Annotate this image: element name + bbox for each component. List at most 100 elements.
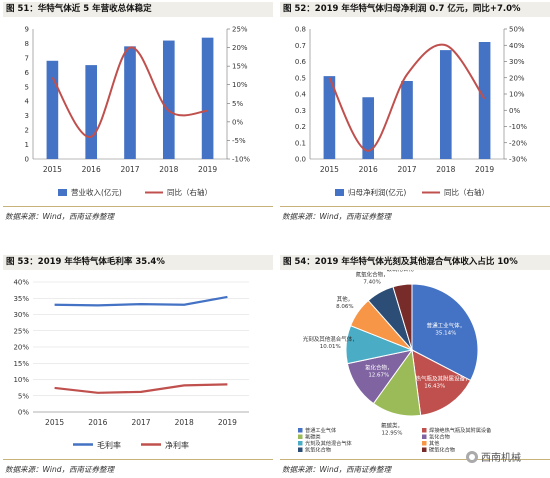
y2-tick-label: 50% bbox=[509, 26, 525, 34]
line-series bbox=[54, 383, 228, 394]
legend-label: 同比（右轴） bbox=[444, 187, 489, 197]
slice-label: 焊接绝热气瓶及其附属设备， bbox=[399, 374, 471, 382]
y2-tick-label: 5% bbox=[232, 100, 243, 108]
y2-tick-label: -30% bbox=[509, 156, 527, 164]
legend-label: 氟碳类 bbox=[305, 433, 321, 441]
bar bbox=[439, 50, 452, 159]
chart-panel-54: 图 54：2019 年华特气体光刻及其他混合气体收入占比 10% 普通工业气体，… bbox=[280, 255, 550, 477]
legend-label: 焊接绝热气瓶及其附属设备 bbox=[429, 426, 492, 434]
y-tick-label: 35% bbox=[13, 295, 29, 303]
legend-label: 归母净利润(亿元) bbox=[348, 187, 406, 197]
legend-label: 光刻及其他混合气体 bbox=[305, 439, 353, 447]
y2-tick-label: 0% bbox=[232, 118, 243, 126]
bar bbox=[401, 81, 413, 159]
legend-label: 同比（右轴） bbox=[167, 187, 212, 197]
pie-slice bbox=[392, 283, 413, 351]
line-series bbox=[54, 295, 228, 307]
legend-label: 氢化合物 bbox=[429, 433, 450, 441]
legend-label: 毛利率 bbox=[97, 440, 121, 450]
y2-tick-label: 40% bbox=[509, 42, 525, 50]
chart-title: 图 54：2019 年华特气体光刻及其他混合气体收入占比 10% bbox=[280, 255, 550, 270]
y-tick-label: 0.4 bbox=[295, 91, 307, 99]
y2-tick-label: 0% bbox=[509, 107, 520, 115]
legend-swatch bbox=[298, 441, 303, 446]
slice-value: 12.95% bbox=[382, 431, 403, 437]
bar bbox=[124, 46, 136, 159]
chart-title: 图 52：2019 年华特气体归母净利润 0.7 亿元，同比+7.0% bbox=[280, 2, 550, 17]
bar bbox=[323, 76, 336, 159]
legend-swatch bbox=[298, 447, 303, 452]
y-tick-label: 5 bbox=[25, 83, 29, 91]
chart-panel-53: 图 53：2019 年华特气体毛利率 35.4% 0% 5% 10% 15% 20% 25… bbox=[3, 255, 273, 477]
legend-label: 普通工业气体 bbox=[305, 426, 337, 434]
slice-label: 氟碳类， bbox=[381, 422, 403, 430]
legend-label: 营业收入(亿元) bbox=[71, 187, 122, 197]
y-tick-label: 0% bbox=[18, 409, 29, 417]
pie-slice bbox=[411, 283, 479, 382]
slice-value: 12.67% bbox=[368, 373, 389, 379]
data-source: 数据来源：Wind，西南证券整理 bbox=[5, 212, 115, 221]
slice-label: 氮氧化合物， bbox=[356, 270, 389, 278]
y-tick-label: 7 bbox=[25, 54, 29, 62]
y2-tick-label: 20% bbox=[509, 74, 525, 82]
y-tick-label: 0.1 bbox=[295, 139, 306, 147]
chart-panel-51: 图 51：华特气体近 5 年营收总体稳定 0 1 2 3 4 5 6 7 8 9 -10% -5% 0%… bbox=[3, 2, 273, 224]
x-tick-label: 2019 bbox=[475, 165, 494, 174]
y-tick-label: 1 bbox=[25, 141, 29, 149]
legend-swatch bbox=[422, 434, 427, 439]
slice-label: 普通工业气体， bbox=[427, 321, 466, 329]
chart-panel-52: 图 52：2019 年华特气体归母净利润 0.7 亿元，同比+7.0% 0.0 0… bbox=[280, 2, 550, 224]
slice-label: 光刻及其他混合气体， bbox=[303, 335, 358, 343]
y-tick-label: 9 bbox=[25, 26, 29, 34]
x-tick-label: 2015 bbox=[43, 165, 62, 174]
slice-value: 10.01% bbox=[320, 344, 341, 350]
x-tick-label: 2016 bbox=[88, 418, 107, 427]
bar bbox=[201, 37, 214, 159]
bar bbox=[46, 60, 59, 159]
y2-tick-label: 10% bbox=[509, 91, 525, 99]
x-tick-label: 2019 bbox=[218, 418, 237, 427]
y2-tick-label: 30% bbox=[509, 58, 525, 66]
y-tick-label: 5% bbox=[18, 392, 29, 400]
x-tick-label: 2018 bbox=[159, 165, 178, 174]
legend-label: 净利率 bbox=[165, 440, 189, 450]
line-series bbox=[328, 43, 486, 152]
data-source: 数据来源：Wind，西南证券整理 bbox=[5, 465, 115, 474]
y-tick-label: 2 bbox=[25, 127, 29, 135]
bar bbox=[85, 65, 98, 159]
y-tick-label: 25% bbox=[13, 327, 29, 335]
chart-51-svg: 0 1 2 3 4 5 6 7 8 9 -10% -5% 0% 5% 10% 15% 20% 25% 2015 201… bbox=[25, 26, 251, 198]
chart-title: 图 51：华特气体近 5 年营收总体稳定 bbox=[3, 2, 273, 17]
y2-tick-label: -10% bbox=[509, 123, 527, 131]
bar bbox=[478, 42, 491, 159]
line-series bbox=[51, 46, 208, 138]
chart-53-svg: 0% 5% 10% 15% 20% 25% 30% 35% 40% 2015 2016 2017 201… bbox=[13, 279, 249, 450]
x-tick-label: 2017 bbox=[120, 165, 139, 174]
slice-value: 35.14% bbox=[435, 330, 456, 336]
x-tick-label: 2017 bbox=[131, 418, 150, 427]
y-tick-label: 40% bbox=[13, 279, 29, 287]
slice-label: 碳氧化合物 bbox=[386, 270, 414, 273]
y2-tick-label: 25% bbox=[232, 26, 248, 34]
y-tick-label: 0 bbox=[25, 156, 29, 164]
legend-swatch bbox=[335, 189, 344, 196]
watermark: 西南机械 bbox=[466, 449, 521, 464]
y2-tick-label: -10% bbox=[232, 156, 250, 164]
y2-tick-label: -5% bbox=[232, 137, 246, 145]
y-tick-label: 8 bbox=[25, 40, 29, 48]
slice-value: 16.43% bbox=[424, 383, 445, 389]
y-tick-label: 0.6 bbox=[295, 58, 307, 66]
bar bbox=[162, 40, 175, 159]
y-tick-label: 0.0 bbox=[295, 156, 306, 164]
slice-label: 氢化合物， bbox=[365, 364, 393, 372]
y2-tick-label: 10% bbox=[232, 81, 248, 89]
y-tick-label: 30% bbox=[13, 311, 29, 319]
pie-slice bbox=[411, 349, 472, 416]
y-tick-label: 20% bbox=[13, 344, 29, 352]
legend-label: 碳氧化合物 bbox=[429, 446, 455, 454]
chart-title: 图 53：2019 年华特气体毛利率 35.4% bbox=[3, 255, 273, 270]
slice-value: 8.06% bbox=[336, 304, 353, 310]
y-tick-label: 15% bbox=[13, 360, 29, 368]
legend-swatch bbox=[58, 189, 67, 196]
y-tick-label: 4 bbox=[25, 98, 30, 106]
